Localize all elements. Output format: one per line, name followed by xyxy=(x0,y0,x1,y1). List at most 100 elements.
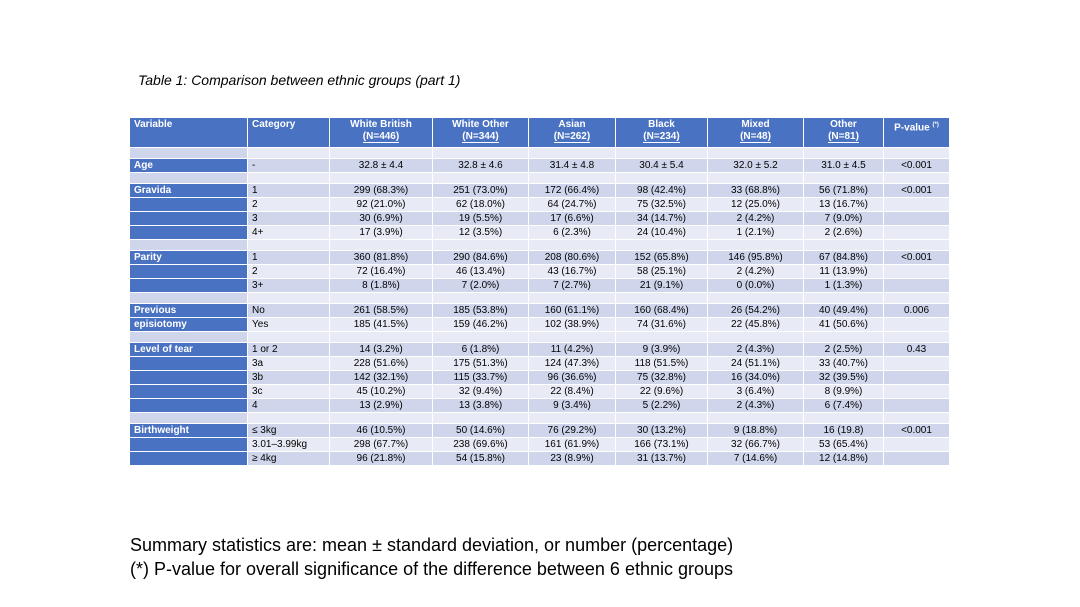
pvalue-cell xyxy=(884,385,950,399)
value-cell: 1 (2.1%) xyxy=(708,226,804,240)
group-n: (N=81) xyxy=(828,131,859,143)
header-group: Black (N=234) xyxy=(616,118,708,148)
spacer-cell xyxy=(529,413,616,424)
spacer-cell xyxy=(616,413,708,424)
value-cell: 102 (38.9%) xyxy=(529,318,616,332)
value-cell: 11 (13.9%) xyxy=(804,265,884,279)
spacer-row xyxy=(130,332,950,343)
table-row: Level of tear 1 or 2 14 (3.2%) 6 (1.8%) 11 (… xyxy=(130,343,950,357)
spacer-cell xyxy=(804,293,884,304)
value-cell: 124 (47.3%) xyxy=(529,357,616,371)
pvalue-cell: <0.001 xyxy=(884,159,950,173)
variable-cell xyxy=(130,265,248,279)
spacer-cell xyxy=(248,148,330,159)
value-cell: 30.4 ± 5.4 xyxy=(616,159,708,173)
category-cell: 3b xyxy=(248,371,330,385)
value-cell: 11 (4.2%) xyxy=(529,343,616,357)
footnote-summary: Summary statistics are: mean ± standard … xyxy=(130,535,734,555)
value-cell: 22 (45.8%) xyxy=(708,318,804,332)
spacer-cell xyxy=(433,413,529,424)
footnotes: Summary statistics are: mean ± standard … xyxy=(130,533,733,581)
category-cell: ≤ 3kg xyxy=(248,424,330,438)
value-cell: 185 (41.5%) xyxy=(330,318,433,332)
pvalue-cell: <0.001 xyxy=(884,424,950,438)
table-row: Gravida 1 299 (68.3%) 251 (73.0%) 172 (66.4%… xyxy=(130,184,950,198)
value-cell: 13 (2.9%) xyxy=(330,399,433,413)
value-cell: 228 (51.6%) xyxy=(330,357,433,371)
spacer-cell xyxy=(433,332,529,343)
value-cell: 2 (4.3%) xyxy=(708,399,804,413)
table-row: Parity 1 360 (81.8%) 290 (84.6%) 208 (80.6%)… xyxy=(130,251,950,265)
variable-cell: episiotomy xyxy=(130,318,248,332)
value-cell: 56 (71.8%) xyxy=(804,184,884,198)
value-cell: 12 (14.8%) xyxy=(804,452,884,466)
table-row: ≥ 4kg 96 (21.8%) 54 (15.8%) 23 (8.9%) 31 (13… xyxy=(130,452,950,466)
value-cell: 26 (54.2%) xyxy=(708,304,804,318)
value-cell: 146 (95.8%) xyxy=(708,251,804,265)
value-cell: 9 (18.8%) xyxy=(708,424,804,438)
header-group: White Other (N=344) xyxy=(433,118,529,148)
spacer-cell xyxy=(248,413,330,424)
spacer-cell xyxy=(130,413,248,424)
pvalue-cell xyxy=(884,265,950,279)
table-row: episiotomy Yes 185 (41.5%) 159 (46.2%) 102 (… xyxy=(130,318,950,332)
spacer-cell xyxy=(330,332,433,343)
group-n: (N=262) xyxy=(553,131,591,143)
value-cell: 19 (5.5%) xyxy=(433,212,529,226)
value-cell: 160 (61.1%) xyxy=(529,304,616,318)
category-cell: 4 xyxy=(248,399,330,413)
header-group: Other (N=81) xyxy=(804,118,884,148)
variable-cell: Gravida xyxy=(130,184,248,198)
spacer-cell xyxy=(330,148,433,159)
spacer-cell xyxy=(804,413,884,424)
group-name: Mixed xyxy=(741,119,770,130)
variable-cell xyxy=(130,198,248,212)
spacer-cell xyxy=(884,413,950,424)
pvalue-mark: (*) xyxy=(932,122,939,128)
spacer-cell xyxy=(708,413,804,424)
value-cell: 32.8 ± 4.6 xyxy=(433,159,529,173)
spacer-cell xyxy=(330,173,433,184)
spacer-cell xyxy=(884,332,950,343)
value-cell: 67 (84.8%) xyxy=(804,251,884,265)
spacer-cell xyxy=(330,413,433,424)
table-row: 4+ 17 (3.9%) 12 (3.5%) 6 (2.3%) 24 (10.4%) 1 … xyxy=(130,226,950,240)
value-cell: 22 (8.4%) xyxy=(529,385,616,399)
value-cell: 30 (6.9%) xyxy=(330,212,433,226)
category-cell: Yes xyxy=(248,318,330,332)
category-cell: 3+ xyxy=(248,279,330,293)
group-name: White Other xyxy=(452,119,509,130)
table-row: 3.01–3.99kg 298 (67.7%) 238 (69.6%) 161 (61… xyxy=(130,438,950,452)
spacer-cell xyxy=(529,332,616,343)
variable-cell xyxy=(130,357,248,371)
value-cell: 45 (10.2%) xyxy=(330,385,433,399)
variable-cell: Birthweight xyxy=(130,424,248,438)
spacer-cell xyxy=(248,332,330,343)
value-cell: 62 (18.0%) xyxy=(433,198,529,212)
value-cell: 12 (3.5%) xyxy=(433,226,529,240)
table-row: 2 72 (16.4%) 46 (13.4%) 43 (16.7%) 58 (25.1%… xyxy=(130,265,950,279)
header-row: Variable Category White British (N=446) W… xyxy=(130,118,950,148)
value-cell: 175 (51.3%) xyxy=(433,357,529,371)
spacer-cell xyxy=(529,173,616,184)
group-n: (N=344) xyxy=(462,131,499,143)
value-cell: 2 (2.6%) xyxy=(804,226,884,240)
pvalue-cell xyxy=(884,226,950,240)
header-group: Asian (N=262) xyxy=(529,118,616,148)
table-row: 3 30 (6.9%) 19 (5.5%) 17 (6.6%) 34 (14.7%) 2 … xyxy=(130,212,950,226)
spacer-cell xyxy=(616,240,708,251)
value-cell: 7 (14.6%) xyxy=(708,452,804,466)
value-cell: 299 (68.3%) xyxy=(330,184,433,198)
spacer-cell xyxy=(330,240,433,251)
value-cell: 58 (25.1%) xyxy=(616,265,708,279)
value-cell: 360 (81.8%) xyxy=(330,251,433,265)
value-cell: 53 (65.4%) xyxy=(804,438,884,452)
value-cell: 166 (73.1%) xyxy=(616,438,708,452)
spacer-cell xyxy=(708,240,804,251)
header-pvalue: P-value (*) xyxy=(884,118,950,148)
spacer-cell xyxy=(433,240,529,251)
spacer-cell xyxy=(433,148,529,159)
value-cell: 298 (67.7%) xyxy=(330,438,433,452)
category-cell: 1 xyxy=(248,184,330,198)
spacer-cell xyxy=(708,173,804,184)
